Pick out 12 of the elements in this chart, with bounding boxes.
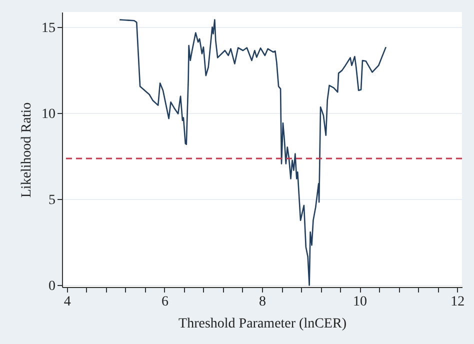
x-tick-label: 6	[161, 294, 168, 310]
y-axis-title: Likelihood Ratio	[20, 102, 34, 198]
y-tick-label: 0	[48, 278, 56, 294]
line-series	[118, 19, 387, 286]
x-axis-title: Threshold Parameter (lnCER)	[178, 316, 347, 332]
x-tick-label: 10	[353, 294, 368, 310]
x-tick-label: 12	[450, 294, 465, 310]
x-tick-label: 4	[64, 294, 71, 310]
y-tick-label: 10	[42, 106, 56, 122]
y-tick-label: 5	[48, 192, 56, 208]
y-tick-label: 15	[42, 20, 56, 36]
x-tick-label: 8	[259, 294, 266, 310]
